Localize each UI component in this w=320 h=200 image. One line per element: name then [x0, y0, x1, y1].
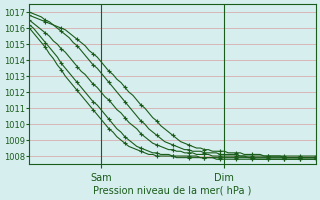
X-axis label: Pression niveau de la mer( hPa ): Pression niveau de la mer( hPa ) [93, 186, 252, 196]
